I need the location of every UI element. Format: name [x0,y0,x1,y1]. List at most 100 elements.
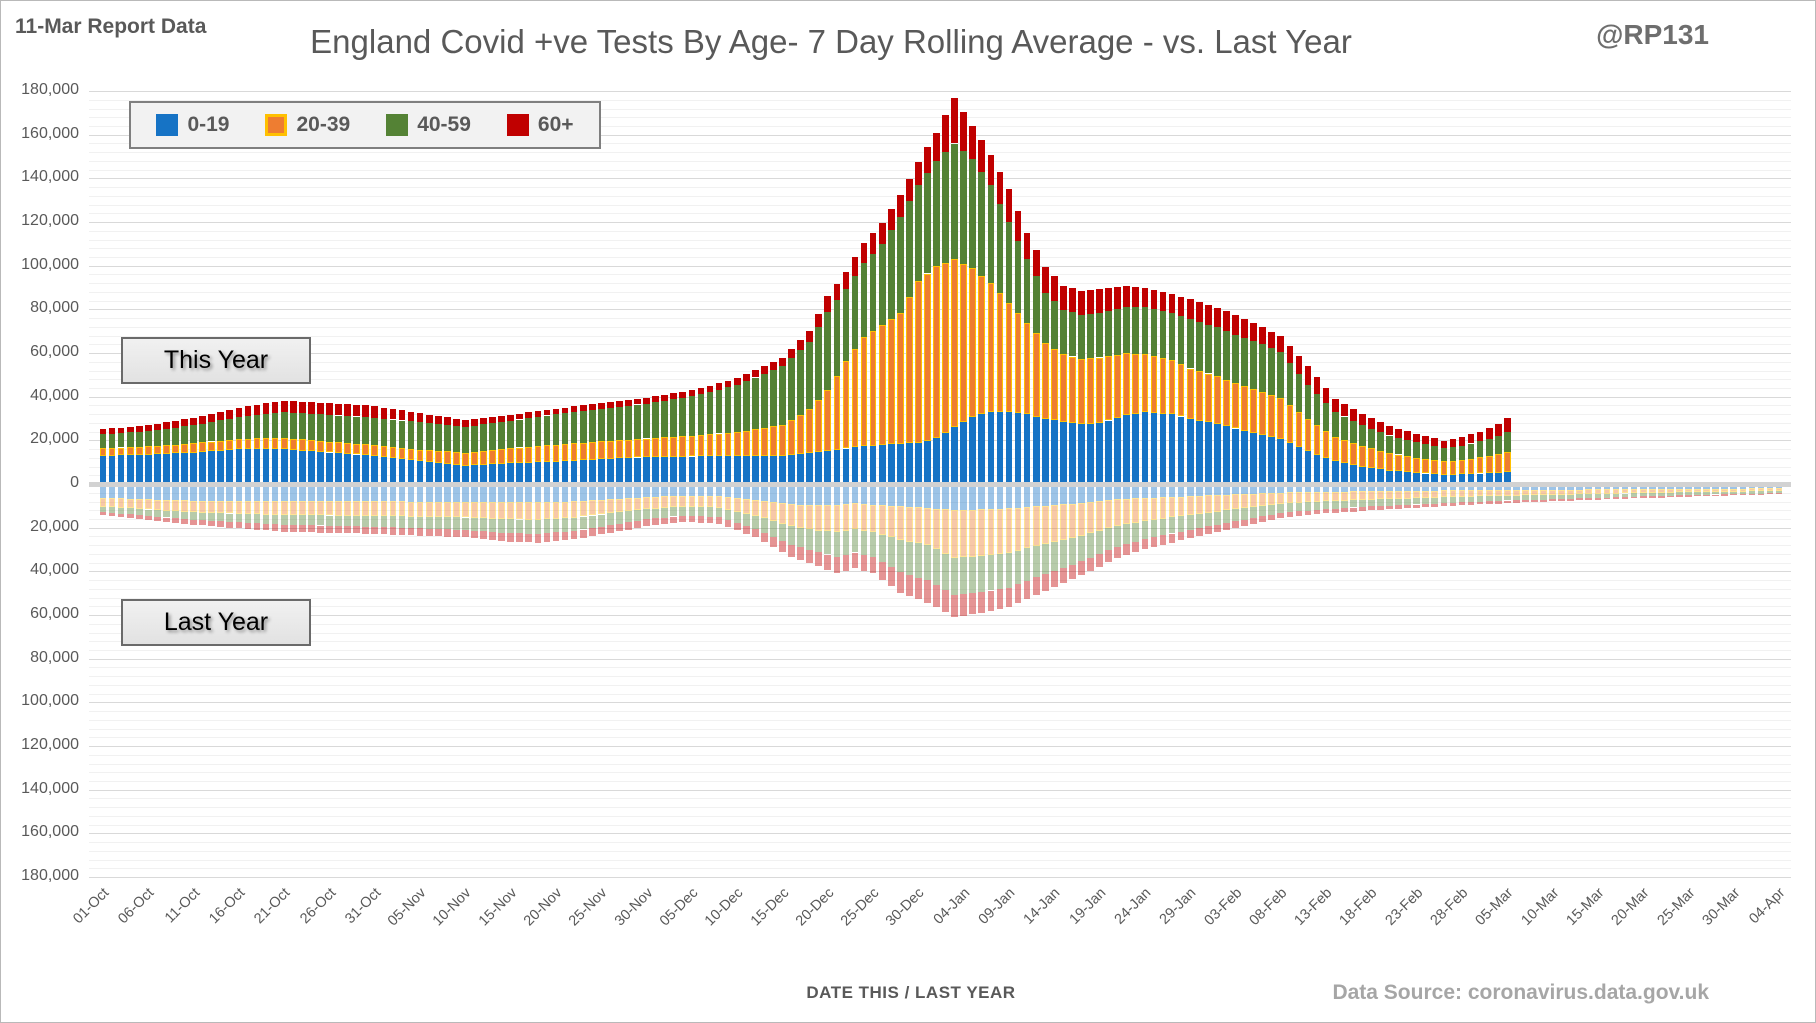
gridline-minor [89,737,1791,739]
bar-segment [1204,422,1212,482]
bar-segment [552,444,560,462]
bar-segment [1322,431,1330,458]
bar-segment [824,487,832,505]
bar-segment [317,402,324,415]
bar-segment [1657,488,1665,493]
bar-segment [1186,529,1194,539]
bar-segment [1123,524,1131,545]
bar-segment [552,518,560,533]
bar-segment [751,370,759,378]
bar-segment [978,509,986,556]
y-tick-label: 20,000 [30,517,79,535]
bar-segment [896,194,904,217]
gridline-minor [89,117,1791,119]
bar-segment [652,402,660,438]
bar-segment [534,446,542,463]
bar-segment [1241,318,1248,338]
bar-segment [1159,413,1167,482]
bar-segment [761,455,768,482]
bar-segment [1069,356,1076,424]
bar-segment [398,447,406,460]
bar-segment [1503,451,1511,472]
bar-segment [480,487,487,502]
bar-segment [1250,322,1257,341]
bar-segment [815,313,823,327]
y-tick-label: 180,000 [21,867,79,884]
bar-segment [289,501,297,516]
bar-segment [1132,498,1140,523]
bar-segment [353,454,361,482]
bar-segment [362,455,370,482]
bar-segment [625,457,632,482]
bar-segment [1195,371,1203,421]
bar-segment [679,397,687,437]
bar-segment [489,423,496,450]
bar-segment [1540,499,1547,502]
bar-segment [344,487,351,502]
bar-segment [597,499,605,515]
bar-segment [326,441,333,453]
bar-segment [1023,548,1031,581]
gridline-minor [89,475,1791,477]
bar-segment [1195,487,1203,496]
bar-segment [652,518,660,526]
bar-segment [1304,510,1312,516]
bar-segment [1195,495,1203,514]
bar-segment [1467,443,1475,459]
bar-segment [1449,446,1457,461]
bar-segment [878,324,886,445]
bar-segment [1295,411,1303,448]
y-tick-label: 0 [70,474,79,491]
bar-segment [1096,554,1103,567]
bar-segment [208,451,216,482]
bar-segment [1594,494,1602,498]
bar-segment [1685,492,1692,495]
bar-segment [326,525,333,533]
bar-segment [1041,293,1049,344]
bar-segment [851,275,859,349]
bar-segment [1340,508,1348,513]
bar-segment [1730,488,1738,492]
gridline-minor [89,431,1791,433]
bar-segment [1476,473,1484,482]
bar-segment [389,527,397,535]
bar-segment [924,173,931,274]
bar-segment [99,448,107,456]
bar-segment [779,541,786,552]
bar-segment [1440,440,1448,448]
bar-segment [353,416,361,444]
bar-segment [434,450,442,463]
bar-segment [905,506,913,542]
bar-segment [996,553,1004,590]
bar-segment [987,412,995,482]
bar-segment [280,412,288,438]
bar-segment [217,450,225,482]
bar-segment [942,262,949,433]
bar-segment [679,495,687,507]
bar-segment [679,515,687,522]
bar-segment [1368,418,1375,429]
bar-segment [1639,496,1647,499]
bar-segment [1087,533,1094,558]
bar-segment [878,244,886,325]
bar-segment [1060,568,1067,584]
gridline-major [89,833,1791,835]
bar-segment [788,349,795,358]
bar-segment [842,271,850,290]
bar-segment [362,487,370,502]
bar-segment [1485,455,1493,473]
bar-segment [1078,502,1085,536]
bar-segment [960,422,968,482]
bar-segment [969,509,977,557]
bar-segment [1114,308,1122,355]
bar-segment [851,503,859,530]
bar-segment [1313,491,1321,502]
bar-segment [1286,363,1294,406]
bar-segment [1585,494,1593,499]
bar-segment [1050,301,1058,349]
bar-segment [443,463,451,482]
bar-segment [407,501,415,517]
bar-segment [661,496,669,508]
bar-segment [398,459,406,482]
bar-segment [1648,487,1656,489]
